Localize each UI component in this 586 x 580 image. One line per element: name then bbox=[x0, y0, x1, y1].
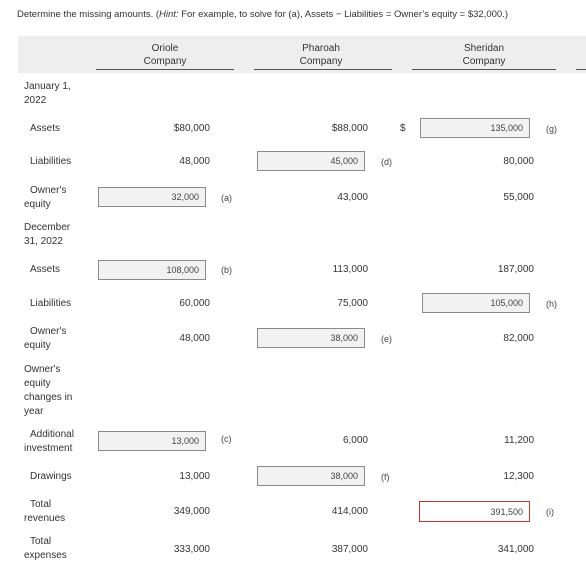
input-g[interactable] bbox=[420, 118, 530, 138]
dec-owners-equity-sheridan: 82,000 bbox=[503, 333, 534, 344]
label-b: (b) bbox=[221, 265, 232, 275]
row-label-total-expenses: Total expenses bbox=[24, 536, 67, 561]
total-expenses-pharoah: 387,000 bbox=[331, 544, 368, 555]
additional-investment-pharoah: 6,000 bbox=[342, 435, 368, 446]
label-e: (e) bbox=[381, 334, 392, 344]
total-expenses-oriole: 333,000 bbox=[173, 544, 210, 555]
input-f[interactable] bbox=[257, 466, 365, 486]
dec-assets-sheridan: 187,000 bbox=[497, 264, 534, 275]
column-header-oriole: Oriole Company bbox=[143, 43, 187, 67]
row-label-drawings: Drawings bbox=[30, 471, 72, 482]
label-a: (a) bbox=[221, 193, 232, 203]
input-h[interactable] bbox=[422, 293, 530, 313]
section-label-equity-changes: Owner's equity changes in year bbox=[24, 364, 73, 417]
column-underline-extra bbox=[576, 69, 586, 70]
jan-liabilities-oriole: 48,000 bbox=[179, 156, 210, 167]
total-revenues-pharoah: 414,000 bbox=[331, 506, 368, 517]
dec-owners-equity-oriole: 48,000 bbox=[179, 333, 210, 344]
additional-investment-sheridan: 11,200 bbox=[504, 435, 534, 446]
row-label-additional-investment: Additional investment bbox=[24, 429, 74, 454]
drawings-sheridan: 12,300 bbox=[503, 471, 534, 482]
input-c[interactable] bbox=[98, 431, 206, 451]
dec-liabilities-pharoah: 75,000 bbox=[337, 298, 368, 309]
jan-liabilities-sheridan: 80,000 bbox=[503, 156, 534, 167]
label-d: (d) bbox=[381, 157, 392, 167]
column-header-sheridan: Sheridan Company bbox=[462, 43, 506, 67]
row-label-assets-jan: Assets bbox=[30, 123, 61, 134]
row-label-liabilities-dec: Liabilities bbox=[30, 298, 72, 309]
table-header-band bbox=[18, 36, 586, 73]
column-underline-sheridan bbox=[412, 69, 556, 70]
row-label-assets-dec: Assets bbox=[30, 264, 61, 275]
jan-owners-equity-sheridan: 55,000 bbox=[503, 192, 534, 203]
section-label-dec-2022: December 31, 2022 bbox=[24, 222, 71, 247]
input-e[interactable] bbox=[257, 328, 365, 348]
label-h: (h) bbox=[546, 299, 557, 309]
column-underline-pharoah bbox=[254, 69, 392, 70]
total-revenues-oriole: 349,000 bbox=[173, 506, 210, 517]
currency-symbol: $ bbox=[400, 123, 406, 134]
total-expenses-sheridan: 341,000 bbox=[497, 544, 534, 555]
input-a[interactable] bbox=[98, 187, 206, 207]
row-label-owners-equity-dec: Owner's equity bbox=[24, 326, 67, 351]
input-b[interactable] bbox=[98, 260, 206, 280]
row-label-owners-equity-jan: Owner's equity bbox=[24, 185, 67, 210]
column-underline-oriole bbox=[96, 69, 234, 70]
row-label-liabilities-jan: Liabilities bbox=[30, 156, 72, 167]
section-label-jan-2022: January 1, 2022 bbox=[24, 81, 71, 106]
label-i: (i) bbox=[546, 507, 554, 517]
dec-assets-pharoah: 113,000 bbox=[332, 264, 368, 275]
label-c: (c) bbox=[221, 434, 232, 444]
drawings-oriole: 13,000 bbox=[179, 471, 210, 482]
jan-owners-equity-pharoah: 43,000 bbox=[337, 192, 368, 203]
input-i[interactable] bbox=[419, 501, 530, 522]
label-f: (f) bbox=[381, 472, 390, 482]
input-d[interactable] bbox=[257, 151, 365, 171]
row-label-total-revenues: Total revenues bbox=[24, 499, 66, 524]
dec-liabilities-oriole: 60,000 bbox=[179, 298, 210, 309]
jan-assets-pharoah: $88,000 bbox=[331, 123, 368, 134]
column-header-pharoah: Pharoah Company bbox=[299, 43, 343, 67]
label-g: (g) bbox=[546, 124, 557, 134]
instructions: Determine the missing amounts. (Hint: Fo… bbox=[17, 9, 508, 20]
jan-assets-oriole: $80,000 bbox=[173, 123, 210, 134]
